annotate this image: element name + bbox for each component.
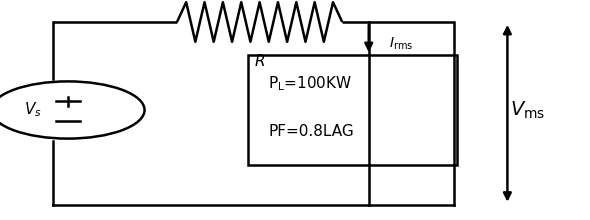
Text: R: R — [254, 54, 265, 69]
Text: PF=0.8LAG: PF=0.8LAG — [268, 125, 354, 139]
Text: $\it{I}_{\mathrm{rms}}$: $\it{I}_{\mathrm{rms}}$ — [389, 36, 414, 52]
Text: $\it{V}_{\mathrm{ms}}$: $\it{V}_{\mathrm{ms}}$ — [510, 99, 545, 121]
Bar — [248, 55, 457, 165]
Text: $\mathrm{P_{L}}$=100KW: $\mathrm{P_{L}}$=100KW — [268, 74, 353, 93]
Text: $\it{V}_{\it{s}}$: $\it{V}_{\it{s}}$ — [24, 101, 41, 119]
